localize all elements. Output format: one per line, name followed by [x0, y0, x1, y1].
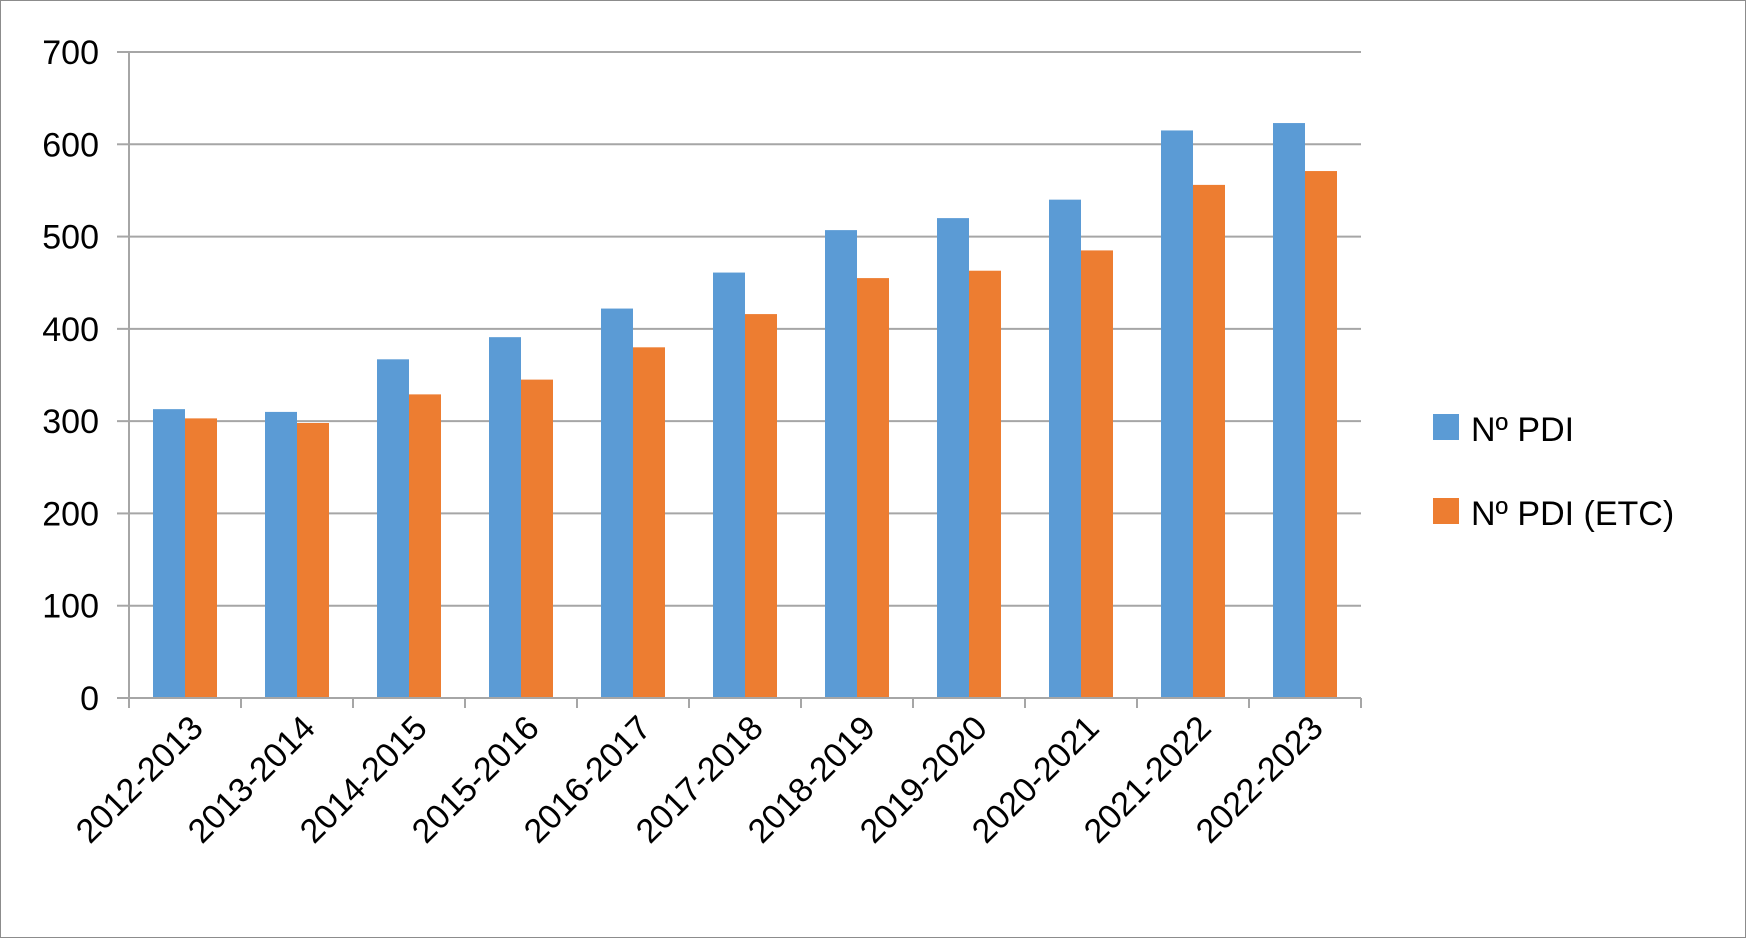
y-tick-label: 100: [42, 588, 99, 626]
bar: [745, 314, 777, 698]
y-tick-label: 200: [42, 495, 99, 533]
y-tick-label: 300: [42, 403, 99, 441]
bar: [969, 270, 1001, 698]
bar: [1305, 171, 1337, 698]
bar: [489, 337, 521, 698]
y-tick-label: 700: [42, 34, 99, 72]
legend-swatch: [1433, 414, 1459, 440]
y-tick-labels: 0 100 200 300 400 500 600 700: [42, 34, 99, 718]
bar: [409, 394, 441, 698]
bar: [1161, 130, 1193, 698]
bar: [153, 409, 185, 698]
legend: Nº PDI Nº PDI (ETC): [1433, 411, 1674, 533]
bar: [857, 278, 889, 698]
x-tick-labels: 2012-20132013-20142014-20152015-20162016…: [69, 709, 1331, 851]
bar: [1193, 184, 1225, 699]
bar: [825, 230, 857, 698]
y-tick-label: 400: [42, 311, 99, 349]
y-tick-label: 500: [42, 219, 99, 257]
y-tick-label: 0: [80, 680, 99, 718]
bar: [521, 379, 553, 698]
bar: [633, 347, 665, 698]
legend-label: Nº PDI (ETC): [1471, 495, 1674, 533]
bar: [1049, 199, 1081, 698]
bar: [1081, 250, 1113, 698]
legend-label: Nº PDI: [1471, 411, 1574, 449]
bar: [185, 418, 217, 698]
bar: [1273, 123, 1305, 698]
bar: [265, 411, 297, 698]
bar: [601, 308, 633, 698]
bar: [937, 218, 969, 698]
y-tick-label: 600: [42, 126, 99, 164]
bar: [377, 359, 409, 698]
legend-swatch: [1433, 498, 1459, 524]
axes: [128, 52, 1362, 708]
bar: [297, 422, 329, 698]
bars: [153, 123, 1337, 699]
bar: [713, 272, 745, 698]
